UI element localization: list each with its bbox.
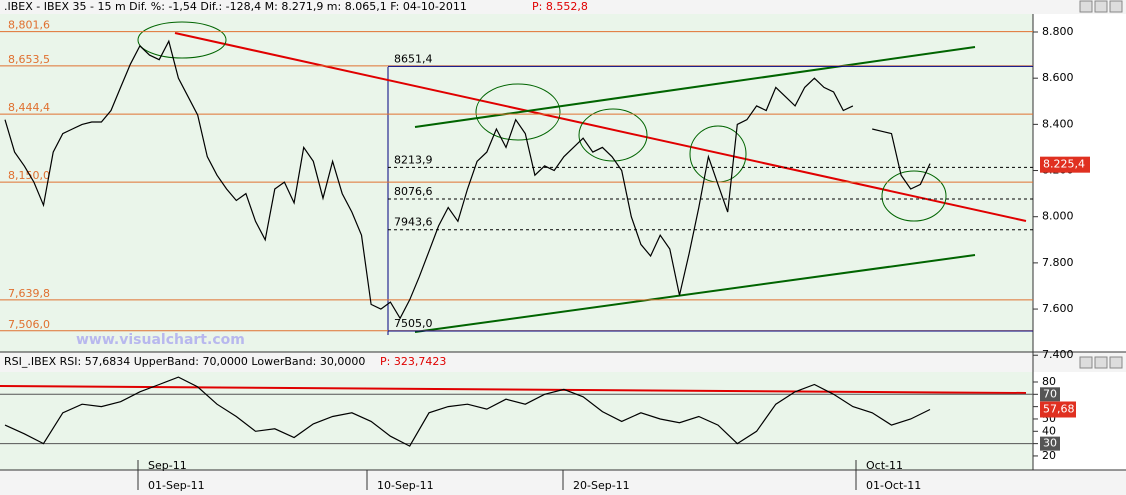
- y-tick-label: 20: [1042, 449, 1056, 462]
- chart-header: .IBEX - IBEX 35 - 15 m Dif. %: -1,54 Dif…: [4, 0, 467, 13]
- highlight-ellipse: [137, 21, 227, 59]
- level-label: 8,801,6: [8, 19, 50, 32]
- y-tick-label: 8.400: [1042, 117, 1074, 130]
- red-trendline: [174, 32, 1027, 222]
- y-tick-label: 7.400: [1042, 348, 1074, 361]
- highlight-ellipse: [881, 170, 947, 222]
- dashed-level-label: 7943,6: [394, 216, 433, 229]
- blue-level-label: 8651,4: [394, 52, 433, 65]
- rsi-price: P: 323,7423: [380, 355, 446, 368]
- green-channel-bottom: [414, 254, 976, 333]
- dashed-level-label: 8076,6: [394, 185, 433, 198]
- maximize-button[interactable]: [1094, 356, 1108, 369]
- dashed-level-label: 8213,9: [394, 153, 433, 166]
- blue-level-label: 7505,0: [394, 317, 433, 330]
- y-tick-label: 30: [1043, 437, 1057, 450]
- rsi-panel: [0, 372, 1033, 470]
- maximize-button[interactable]: [1094, 0, 1108, 13]
- band-tick-box: [1040, 436, 1060, 451]
- highlight-circles: [137, 21, 947, 222]
- rsi-trendline: [0, 385, 1027, 394]
- x-tick-label: Sep-11: [148, 459, 187, 472]
- level-label: 8,444,4: [8, 101, 50, 114]
- minimize-button[interactable]: [1079, 0, 1093, 13]
- highlight-ellipse: [475, 83, 561, 141]
- x-tick-label: 20-Sep-11: [573, 479, 630, 492]
- close-button[interactable]: [1109, 0, 1123, 13]
- level-label: 8,150,0: [8, 169, 50, 182]
- y-tick-label: 8.800: [1042, 25, 1074, 38]
- x-tick-label: 01-Oct-11: [866, 479, 921, 492]
- watermark: www.visualchart.com: [76, 332, 245, 348]
- y-tick-label: 70: [1043, 387, 1057, 400]
- y-tick-label: 80: [1042, 375, 1056, 388]
- x-tick-label: 01-Sep-11: [148, 479, 205, 492]
- price-axis: [1033, 14, 1126, 352]
- rsi-header: RSI_.IBEX RSI: 57,6834 UpperBand: 70,000…: [4, 355, 365, 368]
- y-tick-label: 7.600: [1042, 302, 1074, 315]
- price-line: [4, 376, 931, 447]
- y-tick-label: 8.000: [1042, 210, 1074, 223]
- level-label: 8,653,5: [8, 53, 50, 66]
- last-value-label: 57,68: [1043, 402, 1075, 415]
- header-price: P: 8.552,8: [532, 0, 588, 13]
- level-label: 7,506,0: [8, 318, 50, 331]
- price-panel: [0, 14, 1033, 352]
- y-tick-label: 7.800: [1042, 256, 1074, 269]
- x-tick-label: 10-Sep-11: [377, 479, 434, 492]
- minimize-button[interactable]: [1079, 356, 1093, 369]
- last-value-box: [1040, 156, 1090, 173]
- level-label: 7,639,8: [8, 287, 50, 300]
- band-tick-box: [1040, 387, 1060, 402]
- window-controls[interactable]: [1079, 0, 1123, 369]
- close-button[interactable]: [1109, 356, 1123, 369]
- price-line: [4, 39, 931, 320]
- last-value-label: 8.225,4: [1043, 158, 1085, 171]
- highlight-ellipse: [578, 108, 648, 162]
- y-tick-label: 8.600: [1042, 71, 1074, 84]
- y-tick-label: 40: [1042, 424, 1056, 437]
- x-tick-label: Oct-11: [866, 459, 903, 472]
- last-value-box: [1040, 401, 1076, 418]
